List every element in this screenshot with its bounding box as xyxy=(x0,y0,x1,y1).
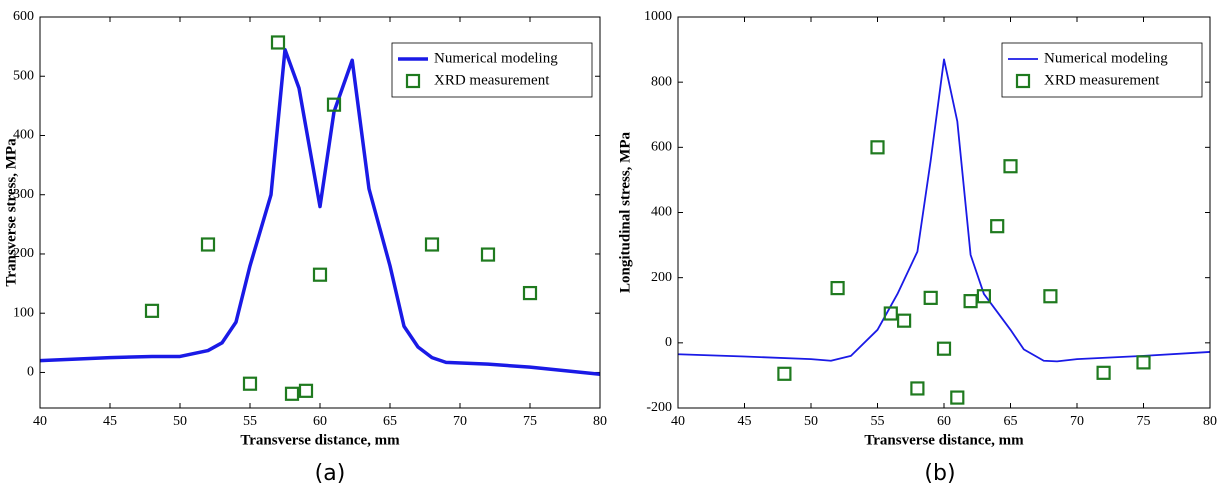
x-tick-label: 45 xyxy=(103,414,117,429)
x-axis-label: Transverse distance, mm xyxy=(864,432,1024,448)
axes-frame xyxy=(677,16,1211,409)
x-tick-label: 45 xyxy=(738,414,752,429)
marker xyxy=(923,290,938,305)
legend-box xyxy=(391,42,593,98)
marker xyxy=(910,381,925,396)
marker xyxy=(976,289,992,304)
x-tick-label: 50 xyxy=(804,414,818,429)
x-tick-label: 55 xyxy=(871,414,885,429)
marker xyxy=(312,267,328,282)
x-tick-label: 75 xyxy=(1137,414,1151,429)
marker xyxy=(870,140,885,155)
marker xyxy=(242,376,258,391)
marker xyxy=(200,237,216,252)
x-tick-label: 80 xyxy=(593,414,607,429)
y-tick-label: 400 xyxy=(13,128,34,143)
line-series xyxy=(678,58,1210,363)
y-axis-label: Longitudinal stress, MPa xyxy=(617,132,633,293)
y-tick-label: 200 xyxy=(651,270,672,285)
plot-area xyxy=(678,58,1210,405)
marker xyxy=(990,219,1005,234)
x-tick-label: 40 xyxy=(671,414,685,429)
chart: 40 45 50 55 60 65 70 75 80 -200 0 200 400 600 800 1000 T… xyxy=(617,9,1217,486)
legend: Numerical modeling XRD measurement xyxy=(1001,42,1203,98)
legend: Numerical modeling XRD measurement xyxy=(391,42,593,98)
marker xyxy=(144,303,160,318)
y-tick-label: 600 xyxy=(13,9,34,24)
y-tick-label: 0 xyxy=(27,365,34,380)
x-tick-label: 55 xyxy=(243,414,257,429)
marker xyxy=(1136,355,1151,370)
x-tick-label: 70 xyxy=(453,414,467,429)
legend-marker xyxy=(1015,73,1031,89)
x-tick-label: 65 xyxy=(383,414,397,429)
marker xyxy=(883,306,898,321)
legend-label: Numerical modeling xyxy=(434,50,558,66)
axes-frame xyxy=(39,16,601,409)
y-tick-label: 300 xyxy=(13,187,34,202)
x-tick-label: 50 xyxy=(173,414,187,429)
x-tick-label: 80 xyxy=(1203,414,1217,429)
caption: (b) xyxy=(924,461,955,486)
marker xyxy=(298,383,314,398)
x-tick-label: 60 xyxy=(313,414,327,429)
marker xyxy=(830,280,845,296)
y-tick-label: 600 xyxy=(651,140,672,155)
marker xyxy=(936,341,952,356)
legend-label: XRD measurement xyxy=(434,72,550,88)
line-series xyxy=(40,47,600,376)
x-tick-label: 60 xyxy=(937,414,951,429)
marker xyxy=(270,35,286,50)
x-tick-label: 75 xyxy=(523,414,537,429)
y-tick-label: 100 xyxy=(13,305,34,320)
x-tick-label: 65 xyxy=(1004,414,1018,429)
legend-box xyxy=(1001,42,1203,98)
legend-label: XRD measurement xyxy=(1044,72,1160,88)
y-tick-label: 500 xyxy=(13,68,34,83)
x-tick-label: 40 xyxy=(33,414,47,429)
marker xyxy=(424,237,440,252)
y-tick-label: 200 xyxy=(13,246,34,261)
marker xyxy=(522,285,538,301)
marker xyxy=(950,390,965,405)
y-axis-label: Transverse stress, MPa xyxy=(3,138,19,287)
marker xyxy=(284,386,300,401)
y-tick-label: 400 xyxy=(651,205,672,220)
marker xyxy=(1096,365,1111,380)
legend-label: Numerical modeling xyxy=(1044,50,1168,66)
marker xyxy=(896,313,912,328)
marker xyxy=(777,366,792,381)
x-tick-label: 70 xyxy=(1070,414,1084,429)
marker xyxy=(480,247,496,262)
marker xyxy=(326,97,342,112)
y-tick-label: 800 xyxy=(651,74,672,89)
y-tick-label: 1000 xyxy=(644,9,672,24)
y-tick-label: 0 xyxy=(665,335,672,350)
legend-marker xyxy=(405,73,421,89)
marker xyxy=(1003,159,1018,174)
plot-area xyxy=(40,35,600,401)
marker xyxy=(1043,289,1058,304)
caption: (a) xyxy=(315,461,346,486)
marker xyxy=(963,294,978,309)
y-tick-label: -200 xyxy=(646,400,672,415)
x-axis-label: Transverse distance, mm xyxy=(240,432,400,448)
chart: 40 45 50 55 60 65 70 75 80 0 100 200 300 400 500 600 Tra… xyxy=(3,9,607,486)
